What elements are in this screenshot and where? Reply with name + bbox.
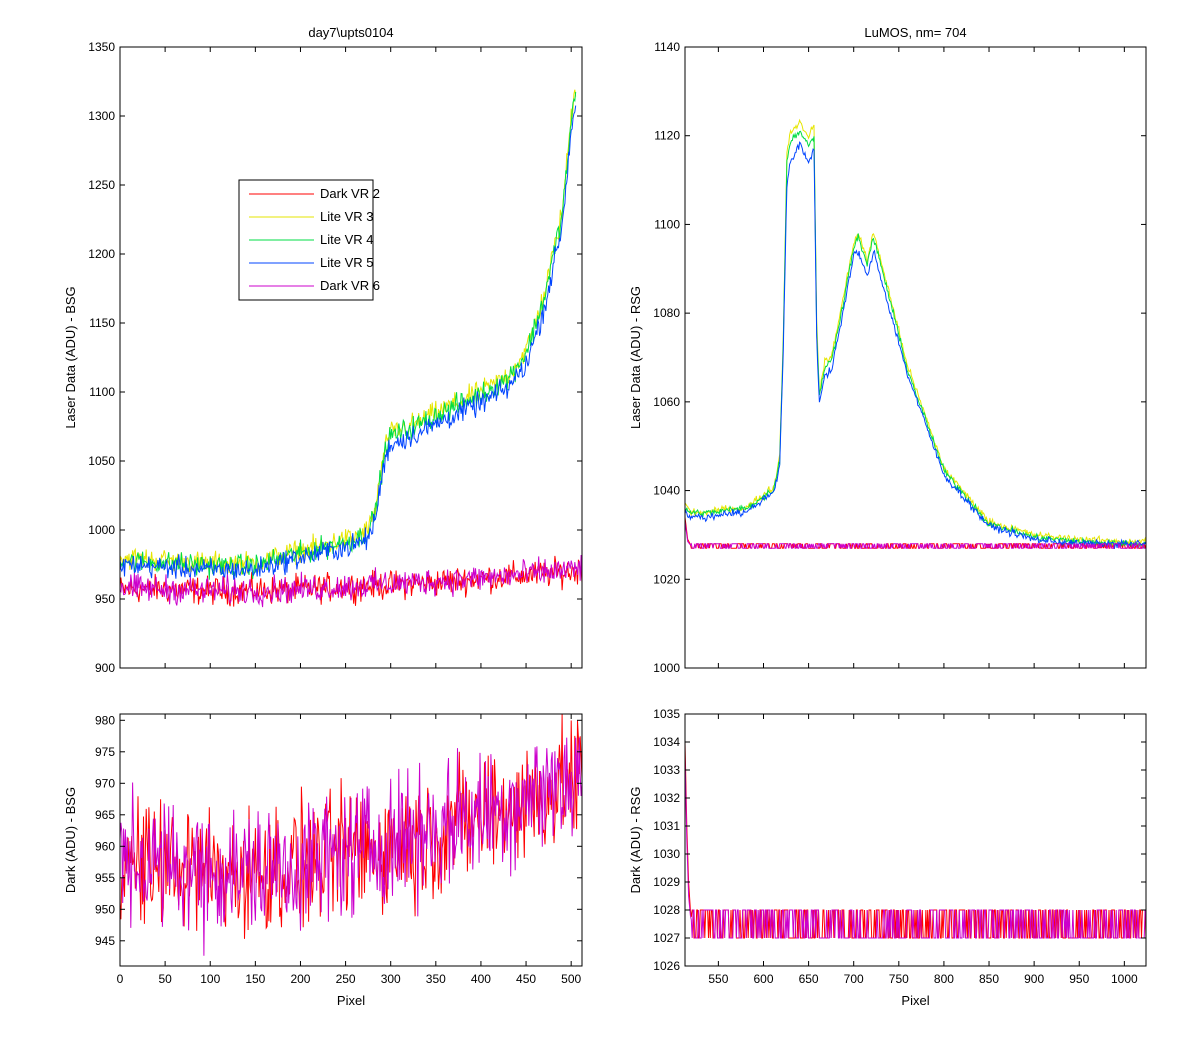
y-tick-label-p4: 1032	[653, 791, 680, 805]
y-tick-label-p4: 1027	[653, 931, 680, 945]
y-tick-label-p4: 1030	[653, 847, 680, 861]
series-line-dark-vr-6-p4	[684, 755, 1146, 939]
y-tick-label-p2: 1080	[653, 306, 680, 320]
y-tick-label-p4: 1033	[653, 763, 680, 777]
y-tick-label-p4: 1028	[653, 903, 680, 917]
legend-label-dark-vr-2: Dark VR 2	[320, 186, 380, 201]
y-tick-label-p1: 1150	[89, 316, 115, 330]
y-tick-label-p1: 1250	[88, 178, 115, 192]
y-tick-label-p1: 1100	[89, 385, 115, 399]
panel-dark-bsg: 0 50 100 150 200 250 300 350 400 450 500 945 950 955 9…	[63, 713, 583, 1008]
x-tick-label-p3: 350	[426, 972, 446, 986]
series-line-dark-vr-2-p4	[684, 741, 1147, 939]
legend: Dark VR 2 Lite VR 3 Lite VR 4 Lite VR 5 …	[238, 179, 380, 301]
legend-entry-lite-vr-5: Lite VR 5	[249, 255, 373, 270]
y-tick-label-p1: 1050	[88, 454, 115, 468]
axes-box-p2	[684, 46, 1147, 669]
series-line-dark-vr-6-p3	[119, 737, 583, 956]
y-axis-label-p1: Laser Data (ADU) - BSG	[63, 286, 78, 428]
legend-entry-dark-vr-6: Dark VR 6	[249, 278, 380, 293]
legend-label-lite-vr-4: Lite VR 4	[320, 232, 373, 247]
axes-box-p4	[684, 713, 1147, 967]
x-tick-label-p3: 100	[200, 972, 220, 986]
x-tick-label-p4: 750	[889, 972, 909, 986]
x-axis-label-p4: Pixel	[901, 993, 929, 1008]
legend-entry-dark-vr-2: Dark VR 2	[249, 186, 380, 201]
y-tick-label-p3: 965	[95, 808, 115, 822]
x-tick-label-p3: 50	[158, 972, 172, 986]
y-tick-label-p1: 1350	[88, 40, 115, 54]
x-tick-label-p4: 850	[979, 972, 999, 986]
x-tick-label-p3: 400	[471, 972, 491, 986]
y-tick-label-p2: 1060	[653, 395, 680, 409]
y-tick-label-p2: 1100	[654, 217, 680, 231]
y-tick-label-p4: 1034	[653, 735, 680, 749]
axes-box-p1	[119, 46, 583, 669]
x-tick-label-p4: 900	[1024, 972, 1044, 986]
legend-label-lite-vr-3: Lite VR 3	[320, 209, 373, 224]
y-tick-label-p3: 945	[95, 934, 115, 948]
y-tick-label-p3: 975	[95, 745, 115, 759]
x-tick-label-p4: 550	[708, 972, 728, 986]
y-tick-label-p3: 980	[95, 713, 115, 727]
series-line-dark-vr-6-p2	[684, 521, 1146, 549]
chart-title-p1: day7\upts0104	[308, 25, 393, 40]
series-line-dark-vr-6-p1	[119, 554, 583, 608]
y-tick-label-p4: 1029	[653, 875, 680, 889]
x-tick-label-p3: 150	[245, 972, 265, 986]
series-line-lite-vr-5-p2	[684, 141, 1147, 549]
x-tick-label-p3: 450	[516, 972, 536, 986]
legend-entry-lite-vr-3: Lite VR 3	[249, 209, 373, 224]
y-tick-label-p1: 1200	[88, 247, 115, 261]
y-axis-label-p2: Laser Data (ADU) - RSG	[628, 286, 643, 429]
y-tick-label-p3: 970	[95, 776, 115, 790]
x-tick-label-p3: 200	[290, 972, 310, 986]
y-tick-label-p3: 960	[95, 839, 115, 853]
y-tick-label-p1: 1000	[88, 523, 115, 537]
y-tick-label-p4: 1035	[653, 707, 680, 721]
x-tick-label-p4: 650	[799, 972, 819, 986]
legend-label-lite-vr-5: Lite VR 5	[320, 255, 373, 270]
y-tick-label-p1: 1300	[88, 109, 115, 123]
y-axis-label-p3: Dark (ADU) - BSG	[63, 787, 78, 893]
x-tick-label-p4: 800	[934, 972, 954, 986]
y-tick-label-p2: 1040	[653, 484, 680, 498]
x-tick-label-p4: 700	[844, 972, 864, 986]
y-tick-label-p2: 1000	[653, 661, 680, 675]
y-tick-label-p2: 1020	[653, 572, 680, 586]
panel-laser-bsg: 900 950 1000 1050 1100 1150 1200 1250 1300 1350 da…	[63, 25, 583, 675]
panel-dark-rsg: 550 600 650 700 750 800 850 900 950 1000 1026 1027 1…	[628, 707, 1147, 1008]
x-tick-label-p3: 0	[117, 972, 124, 986]
y-tick-label-p3: 950	[95, 902, 115, 916]
x-tick-label-p4: 600	[753, 972, 773, 986]
y-tick-label-p2: 1140	[654, 40, 680, 54]
y-tick-label-p3: 955	[95, 871, 115, 885]
series-line-lite-vr-5-p1	[119, 105, 577, 581]
x-tick-label-p4: 1000	[1111, 972, 1138, 986]
y-tick-label-p1: 950	[95, 592, 115, 606]
legend-label-dark-vr-6: Dark VR 6	[320, 278, 380, 293]
x-tick-label-p3: 250	[336, 972, 356, 986]
series-line-dark-vr-2-p1	[119, 555, 583, 607]
x-tick-label-p3: 500	[561, 972, 581, 986]
y-tick-label-p4: 1026	[653, 959, 680, 973]
x-tick-label-p3: 300	[381, 972, 401, 986]
y-tick-label-p4: 1031	[653, 819, 680, 833]
y-axis-label-p4: Dark (ADU) - RSG	[628, 787, 643, 894]
axes-box-p3	[119, 713, 583, 967]
y-tick-label-p2: 1120	[654, 129, 680, 143]
y-tick-label-p1: 900	[95, 661, 115, 675]
x-axis-label-p3: Pixel	[337, 993, 365, 1008]
x-tick-label-p4: 950	[1069, 972, 1089, 986]
chart-title-p2: LuMOS, nm= 704	[864, 25, 966, 40]
panel-laser-rsg: 1000 1020 1040 1060 1080 1100 1120 1140 LuMOS, n…	[628, 25, 1147, 675]
legend-entry-lite-vr-4: Lite VR 4	[249, 232, 373, 247]
